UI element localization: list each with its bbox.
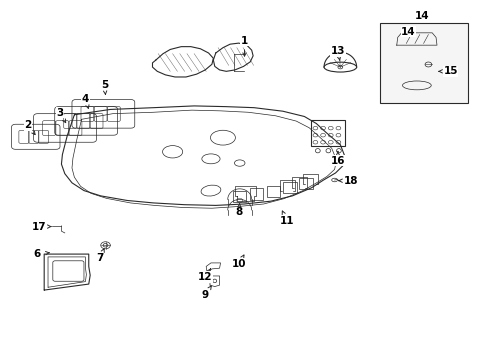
Bar [232,191,246,202]
Text: 15: 15 [443,66,457,76]
Bar [283,182,296,193]
Text: 16: 16 [330,156,345,166]
Text: 1: 1 [241,36,247,46]
Bar [310,120,345,147]
Text: 11: 11 [279,216,293,226]
Text: 9: 9 [201,290,208,300]
Text: 6: 6 [34,249,41,259]
Text: 5: 5 [101,80,108,90]
Text: 8: 8 [235,207,242,217]
Bar [299,178,312,189]
Text: 4: 4 [81,94,89,104]
Text: 2: 2 [24,120,31,130]
Bar [266,186,280,197]
Text: 14: 14 [400,27,415,37]
Text: 17: 17 [32,221,47,231]
Text: 12: 12 [198,272,212,282]
Text: 18: 18 [343,176,357,186]
Text: 13: 13 [330,46,345,56]
Text: 3: 3 [56,108,63,118]
Text: 14: 14 [414,11,428,21]
Text: 10: 10 [231,259,245,269]
Bar [379,23,468,103]
Bar [249,189,263,200]
Text: 7: 7 [96,253,103,263]
